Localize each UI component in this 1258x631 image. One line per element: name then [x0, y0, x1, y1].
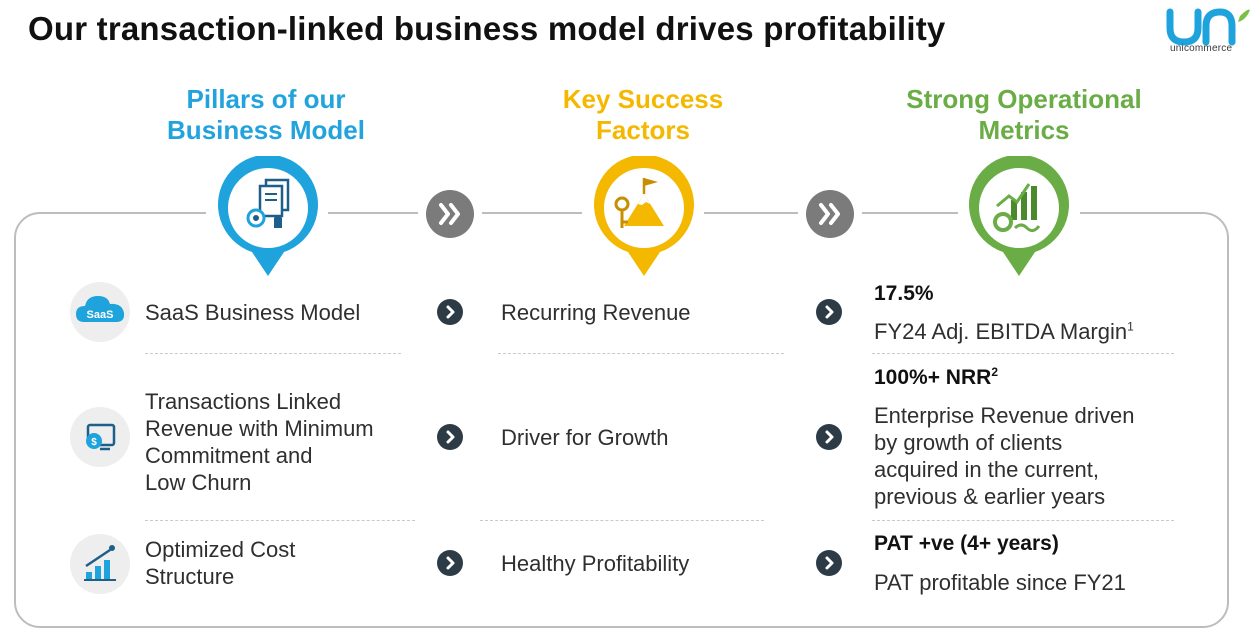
chevron-right-icon: [426, 190, 474, 238]
factor-text: Recurring Revenue: [501, 300, 691, 325]
divider: [498, 353, 784, 354]
divider: [145, 353, 401, 354]
divider: [872, 520, 1174, 521]
metric-title: 100%+ NRR2: [874, 365, 998, 389]
column-heading-pillars: Pillars of our Business Model: [167, 84, 365, 145]
page-title: Our transaction-linked business model dr…: [28, 10, 946, 47]
unicommerce-logo-icon: [1166, 8, 1250, 46]
chevron-right-icon: [816, 424, 842, 450]
column-heading-metrics: Strong Operational Metrics: [906, 84, 1142, 145]
divider: [145, 520, 415, 521]
factor-text: Driver for Growth: [501, 425, 669, 450]
chevron-right-icon: [806, 190, 854, 238]
documents-gear-icon: [218, 156, 318, 276]
cost-chart-icon: [70, 534, 130, 594]
divider: [480, 520, 764, 521]
metric-desc: Enterprise Revenue driven by growth of cl…: [874, 403, 1135, 509]
pillar-text: Optimized Cost Structure: [145, 537, 296, 589]
mountain-key-icon: [594, 156, 694, 276]
chevron-right-icon: [437, 550, 463, 576]
pillar-text: SaaS Business Model: [145, 300, 361, 325]
saas-cloud-icon: SaaS: [70, 282, 130, 342]
chevron-right-icon: [816, 550, 842, 576]
metric-desc: FY24 Adj. EBITDA Margin1: [874, 319, 1134, 344]
metric-title: PAT +ve (4+ years): [874, 532, 1059, 555]
column-heading-key-success: Key Success Factors: [562, 84, 724, 145]
factor-text: Healthy Profitability: [501, 551, 690, 576]
divider: [872, 353, 1174, 354]
logo-wordmark: unicommerce: [1170, 43, 1233, 54]
content-frame: [14, 212, 1229, 628]
chevron-right-icon: [437, 299, 463, 325]
chevron-right-icon: [816, 299, 842, 325]
svg-text:SaaS: SaaS: [87, 309, 114, 321]
pillar-text: Transactions Linked Revenue with Minimum C…: [145, 389, 374, 495]
svg-text:$: $: [91, 437, 97, 448]
metric-title: 17.5%: [874, 282, 934, 305]
chevron-right-icon: [437, 424, 463, 450]
transaction-screen-icon: $: [70, 407, 130, 467]
growth-chart-icon: [969, 156, 1069, 276]
metric-desc: PAT profitable since FY21: [874, 570, 1126, 595]
